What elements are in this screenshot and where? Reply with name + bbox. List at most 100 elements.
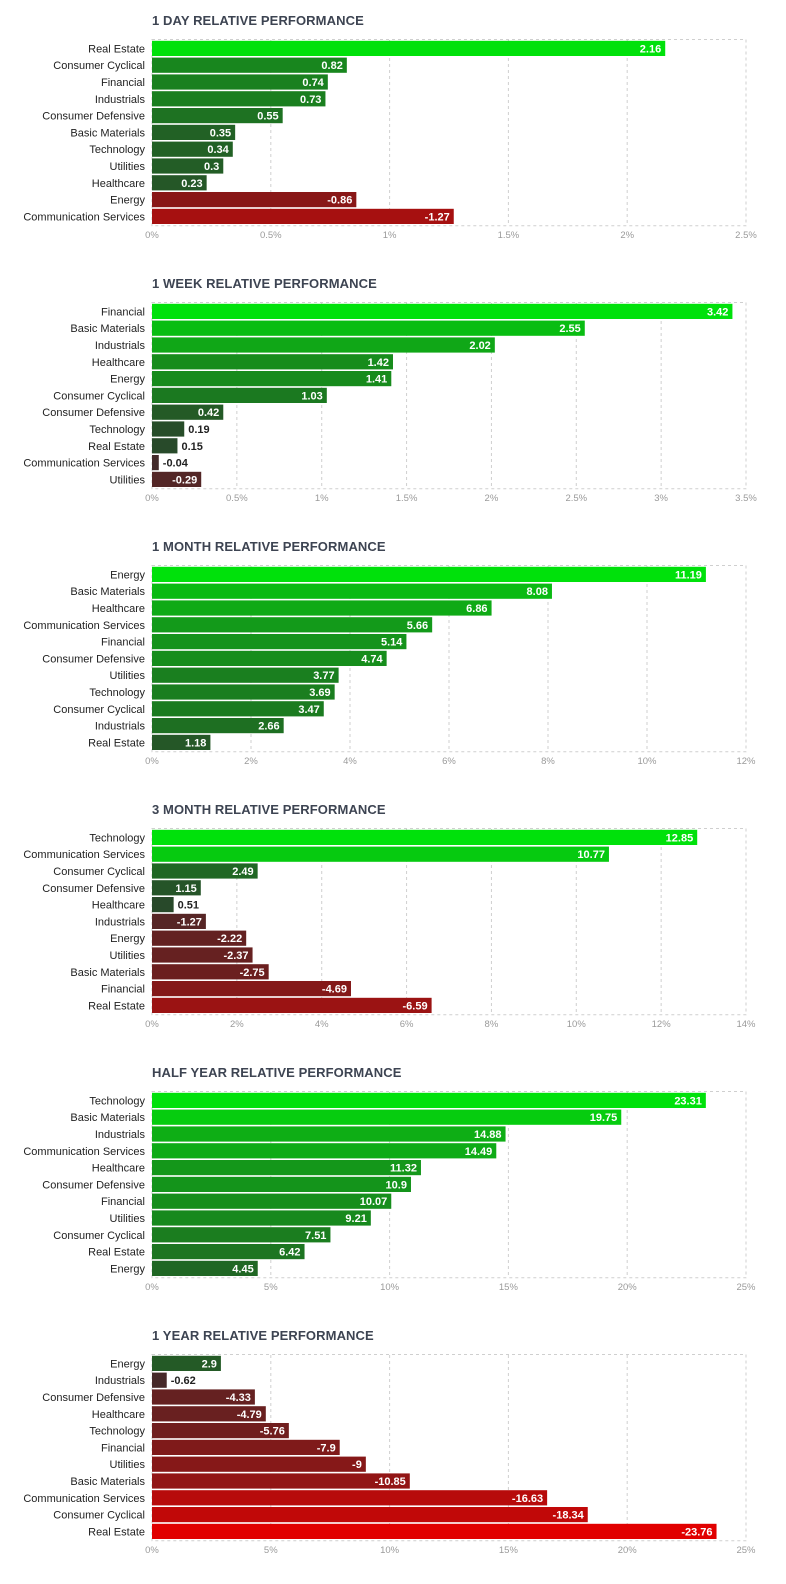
- x-tick-label: 5%: [264, 1282, 278, 1293]
- category-label-industrials: Industrials: [95, 340, 146, 352]
- bar-industrials: [152, 718, 284, 734]
- chart-title: 3 MONTH RELATIVE PERFORMANCE: [152, 802, 386, 817]
- bar-financial: [152, 74, 328, 90]
- bar-consumer-cyclical: [152, 57, 347, 73]
- category-label-technology: Technology: [89, 687, 145, 699]
- x-tick-label: 20%: [618, 1545, 638, 1556]
- data-label: 0.34: [207, 144, 229, 156]
- data-label: -23.76: [681, 1526, 712, 1538]
- bar-technology: [152, 1423, 289, 1439]
- data-label: -0.04: [163, 458, 189, 470]
- data-label: -4.69: [322, 984, 347, 996]
- x-tick-label: 1.5%: [396, 493, 418, 504]
- x-tick-label: 0%: [145, 1545, 159, 1556]
- bar-utilities: [152, 1210, 371, 1226]
- category-label-consumer-defensive: Consumer Defensive: [42, 111, 145, 123]
- category-label-energy: Energy: [110, 1358, 145, 1370]
- bar-utilities: [152, 158, 224, 174]
- data-label: 3.69: [309, 687, 330, 699]
- x-tick-label: 12%: [736, 756, 756, 767]
- bar-healthcare: [152, 175, 207, 191]
- chart-title: 1 YEAR RELATIVE PERFORMANCE: [152, 1328, 374, 1343]
- category-label-industrials: Industrials: [95, 721, 146, 733]
- data-label: 6.42: [279, 1247, 300, 1259]
- x-tick-label: 2.5%: [735, 230, 757, 241]
- x-tick-label: 0%: [145, 230, 159, 241]
- category-label-consumer-defensive: Consumer Defensive: [42, 653, 145, 665]
- chart-plot: 0% 0.5% 1% 1.5% 2% 2.5% Real Estate 2.16 Consume…: [23, 39, 757, 241]
- category-label-communication-services: Communication Services: [23, 211, 145, 223]
- category-label-healthcare: Healthcare: [92, 1409, 145, 1421]
- x-tick-label: 2%: [620, 230, 634, 241]
- category-label-consumer-defensive: Consumer Defensive: [42, 1392, 145, 1404]
- x-tick-label: 25%: [736, 1545, 756, 1556]
- data-label: 11.32: [390, 1163, 417, 1175]
- category-label-consumer-defensive: Consumer Defensive: [42, 1179, 145, 1191]
- x-tick-label: 0.5%: [260, 230, 282, 241]
- bar-industrials: [152, 1126, 506, 1142]
- category-label-energy: Energy: [110, 933, 145, 945]
- x-tick-label: 5%: [264, 1545, 278, 1556]
- bar-basic-materials: [152, 1109, 622, 1125]
- data-label: 0.15: [181, 441, 202, 453]
- chart-panel-1-week: 1 WEEK RELATIVE PERFORMANCE 0% 0.5% 1% 1.5%…: [0, 263, 786, 526]
- category-label-real-estate: Real Estate: [88, 441, 145, 453]
- bar-energy: [152, 192, 357, 208]
- category-label-healthcare: Healthcare: [92, 603, 145, 615]
- data-label: -6.59: [403, 1000, 428, 1012]
- bar-communication-services: [152, 1490, 548, 1506]
- category-label-basic-materials: Basic Materials: [70, 967, 145, 979]
- category-label-communication-services: Communication Services: [23, 1146, 145, 1158]
- bar-consumer-cyclical: [152, 1507, 588, 1523]
- data-label: 14.49: [465, 1146, 493, 1158]
- category-label-technology: Technology: [89, 424, 145, 436]
- bar-utilities: [152, 947, 253, 963]
- category-label-real-estate: Real Estate: [88, 1526, 145, 1538]
- x-tick-label: 6%: [442, 756, 456, 767]
- data-label: 0.55: [257, 111, 278, 123]
- data-label: -2.22: [217, 933, 242, 945]
- category-label-industrials: Industrials: [95, 916, 146, 928]
- category-label-communication-services: Communication Services: [23, 1493, 145, 1505]
- bar-technology: [152, 1092, 706, 1108]
- data-label: 10.77: [577, 849, 605, 861]
- x-tick-label: 0%: [145, 493, 159, 504]
- x-tick-label: 2%: [485, 493, 499, 504]
- category-label-healthcare: Healthcare: [92, 178, 145, 190]
- category-label-consumer-cyclical: Consumer Cyclical: [53, 60, 145, 72]
- data-label: -5.76: [260, 1426, 285, 1438]
- data-label: 1.03: [301, 390, 322, 402]
- bar-real-estate: [152, 734, 211, 750]
- data-label: 8.08: [527, 586, 548, 598]
- bar-communication-services: [152, 1143, 497, 1159]
- plot-frame: [151, 39, 747, 227]
- category-label-industrials: Industrials: [95, 1129, 146, 1141]
- x-tick-label: 3%: [654, 493, 668, 504]
- bar-healthcare: [152, 1406, 266, 1422]
- category-label-utilities: Utilities: [110, 474, 146, 486]
- data-label: 5.14: [381, 637, 403, 649]
- bar-industrials: [152, 337, 495, 353]
- chart-plot: 0% 5% 10% 15% 20% 25% Energy 2.9 Industrials -0.6…: [23, 1354, 756, 1556]
- chart-title: 1 WEEK RELATIVE PERFORMANCE: [152, 276, 377, 291]
- chart-plot: 0% 2% 4% 6% 8% 10% 12% 14% Technology 12.85 Commun…: [23, 828, 756, 1030]
- category-label-financial: Financial: [101, 77, 145, 89]
- bar-energy: [152, 1260, 258, 1276]
- data-label: 0.73: [300, 94, 321, 106]
- bar-utilities: [152, 667, 339, 683]
- x-tick-label: 8%: [541, 756, 555, 767]
- category-label-consumer-defensive: Consumer Defensive: [42, 883, 145, 895]
- bar-financial: [152, 1193, 392, 1209]
- x-tick-label: 6%: [400, 1019, 414, 1030]
- bar-basic-materials: [152, 124, 236, 140]
- x-tick-label: 1%: [315, 493, 329, 504]
- data-label: 2.49: [232, 866, 253, 878]
- bar-energy: [152, 1355, 221, 1371]
- category-label-communication-services: Communication Services: [23, 849, 145, 861]
- data-label: 2.55: [559, 323, 580, 335]
- chart-panel-half-year: HALF YEAR RELATIVE PERFORMANCE 0% 5% 10% 15…: [0, 1052, 786, 1315]
- bar-financial: [152, 634, 407, 650]
- bar-communication-services: [152, 455, 159, 471]
- data-label: 12.85: [666, 832, 694, 844]
- category-label-real-estate: Real Estate: [88, 1247, 145, 1259]
